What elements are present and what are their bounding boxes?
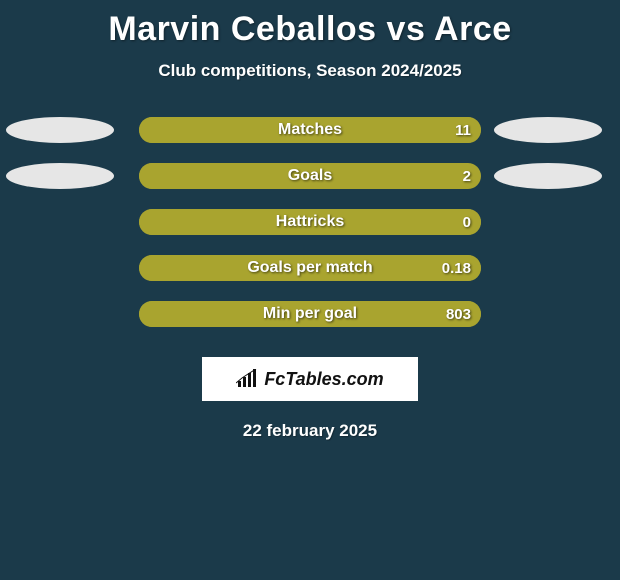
stat-row: Hattricks 0	[0, 209, 620, 235]
stat-value: 0.18	[442, 260, 471, 277]
logo-text: FcTables.com	[264, 369, 383, 390]
stat-value: 803	[446, 306, 471, 323]
stat-bar: Min per goal 803	[139, 301, 481, 327]
stat-label: Goals	[288, 167, 332, 185]
stat-label: Goals per match	[247, 259, 372, 277]
player-ellipse-right	[494, 163, 602, 189]
player-ellipse-left	[6, 117, 114, 143]
logo-box: FcTables.com	[202, 357, 418, 401]
stat-bar: Goals 2	[139, 163, 481, 189]
stat-bar: Matches 11	[139, 117, 481, 143]
page-title: Marvin Ceballos vs Arce	[0, 0, 620, 49]
stat-row: Goals 2	[0, 163, 620, 189]
stat-value: 2	[463, 168, 471, 185]
comparison-infographic: Marvin Ceballos vs Arce Club competition…	[0, 0, 620, 580]
stat-label: Matches	[278, 121, 342, 139]
stat-label: Hattricks	[276, 213, 344, 231]
player-ellipse-right	[494, 117, 602, 143]
subtitle: Club competitions, Season 2024/2025	[0, 61, 620, 81]
stat-bar: Goals per match 0.18	[139, 255, 481, 281]
player-ellipse-left	[6, 163, 114, 189]
stat-row: Min per goal 803	[0, 301, 620, 327]
stat-value: 0	[463, 214, 471, 231]
bar-chart-icon	[236, 369, 260, 389]
date-label: 22 february 2025	[0, 421, 620, 441]
stat-label: Min per goal	[263, 305, 357, 323]
stat-value: 11	[455, 122, 471, 139]
stats-list: Matches 11 Goals 2 Hattricks 0 Goals per match…	[0, 117, 620, 327]
stat-bar: Hattricks 0	[139, 209, 481, 235]
stat-row: Matches 11	[0, 117, 620, 143]
stat-row: Goals per match 0.18	[0, 255, 620, 281]
